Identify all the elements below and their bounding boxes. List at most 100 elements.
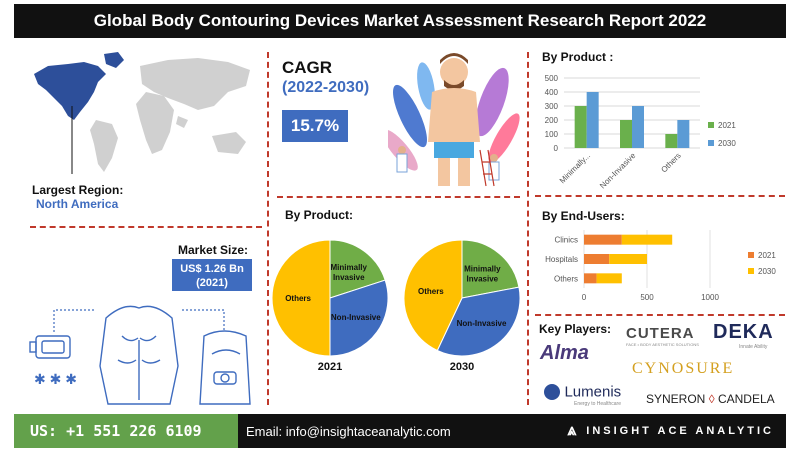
logo-syneron-candela: SYNERON ◊ CANDELA [646,392,775,406]
bar-y-tick: 500 [545,74,559,83]
world-map [34,52,250,174]
hbar-legend-swatch-2021 [748,252,754,258]
map-continents [90,58,250,172]
torso-illustration [99,305,179,405]
logo-cutera: CUTERA FACE • BODY AESTHETIC SOLUTIONS [626,325,699,347]
divider-left [267,52,269,405]
divider-mid-h [277,196,520,198]
largest-region-label: Largest Region: [32,183,124,197]
dotted-connectors [53,309,225,332]
pie-slice-label: Others [285,294,311,303]
product-bar-chart: 0 100 200 300 400 500 Minimally... Non-Invasive… [545,74,737,191]
hbar-y-tick: Hospitals [545,255,578,264]
bar-x-tick: Others [659,151,682,174]
divider-right-h1 [535,195,785,197]
cagr-period: (2022-2030) [282,79,370,96]
bar-legend-swatch-2030 [708,140,714,146]
doctor-figures [396,146,500,187]
pie-slice-2030-2 [403,239,463,352]
hbar-legend-label: 2030 [758,267,776,276]
bar-2021-2 [665,134,678,148]
hbar-legend-swatch-2030 [748,268,754,274]
person-illustration [388,53,520,187]
leaf-decorations [388,62,520,171]
market-size-year: (2021) [196,277,228,289]
logo-deka: DEKA Innate Ability [713,321,774,350]
logo-cynosure: CYNOSURE [632,360,735,377]
market-size-box: US$ 1.26 Bn (2021) [172,259,252,291]
bar-x-tick: Non-Invasive [598,151,638,191]
north-america-shape [34,62,106,120]
hbar-y-tick: Clinics [554,236,578,245]
report-title: Global Body Contouring Devices Market As… [14,4,786,38]
cagr-value-box: 15.7% [282,110,348,142]
pie-charts: MinimallyInvasiveNon-InvasiveOthers2021M… [271,239,521,373]
pie-slice-2030-1 [436,286,521,357]
bar-y-tick: 300 [545,102,559,111]
hbar-2021-2 [584,273,597,284]
logo-lumenis-text: Lumenis [564,383,622,401]
abdomen-illustration [199,330,251,405]
logo-lumenis-tagline: Energy to Healthcare [574,401,621,407]
brand-logo-icon: ⩓ [567,422,577,439]
bar-y-tick: 200 [545,116,559,125]
pie-slice-label: Invasive [333,273,365,282]
pie-slice-2021-2 [271,239,331,357]
hbar-2030-1 [609,254,647,264]
market-size-value: US$ 1.26 Bn [180,263,244,275]
phone-text: US: +1 551 226 6109 [30,422,202,440]
logo-lumenis: Lumenis Energy to Healthcare [544,383,621,407]
cagr-value: 15.7% [290,116,340,135]
hbar-x-tick: 500 [640,293,654,302]
hbar-2030-2 [596,273,622,284]
hbar-section-title: By End-Users: [542,209,625,223]
logo-candela-text: CANDELA [717,392,775,406]
body-illustrations: ✱ ✱ ✱ [29,305,251,405]
hbar-x-tick: 1000 [701,293,719,302]
logo-cutera-text: CUTERA [626,325,695,342]
bar-y-tick: 400 [545,88,559,97]
bar-2021-0 [574,106,587,148]
bar-y-tick: 0 [554,144,559,153]
divider-right-h2 [535,314,785,316]
bar-2030-0 [586,92,599,148]
hbar-2021-1 [584,254,610,264]
pie-year-label: 2021 [318,361,342,373]
pie-year-label: 2030 [450,361,474,373]
largest-region-value: North America [36,197,119,211]
email-text[interactable]: Email: info@insightaceanalytic.com [246,423,451,439]
footer-email-bar: Email: info@insightaceanalytic.com ⩓ INS… [238,414,786,448]
logo-cutera-tagline: FACE • BODY AESTHETIC SOLUTIONS [626,342,699,347]
end-users-bar-chart: 0 500 1000 Clinics Hospitals Others 2021 2030 [545,230,776,302]
pie-slice-2021-1 [329,279,389,357]
pie-slice-2030-0 [461,239,520,299]
hbar-y-tick: Others [554,274,578,283]
bar-legend-label: 2021 [718,121,736,130]
bar-legend-swatch-2021 [708,122,714,128]
pie-slice-label: Non-Invasive [457,319,507,328]
logo-syneron-text: SYNERON [646,392,706,406]
bar-section-title: By Product : [542,50,614,64]
market-size-label: Market Size: [178,243,249,257]
greenland-shape [104,52,124,68]
pie-slice-label: Invasive [467,274,499,283]
hbar-2021-0 [584,234,622,245]
footer-phone: US: +1 551 226 6109 [14,414,238,448]
hbar-legend-label: 2021 [758,251,776,260]
candela-mark-icon: ◊ [708,392,715,406]
person-figure [428,53,480,186]
bar-2021-1 [620,120,632,148]
brand-text: INSIGHT ACE ANALYTIC [586,425,774,437]
pie-slice-2021-0 [329,239,386,299]
bar-legend-label: 2030 [718,139,736,148]
cagr-label: CAGR [282,58,333,77]
logo-deka-text: DEKA [713,321,774,343]
key-players-label: Key Players: [539,322,612,336]
logo-alma: Alma [540,342,589,364]
hbar-x-tick: 0 [582,293,587,302]
bar-x-tick: Minimally... [558,151,592,185]
lumenis-icon [544,383,560,400]
pie-section-title: By Product: [285,208,354,222]
device-icon [29,335,71,359]
pie-slice-label: Non-Invasive [331,313,381,322]
